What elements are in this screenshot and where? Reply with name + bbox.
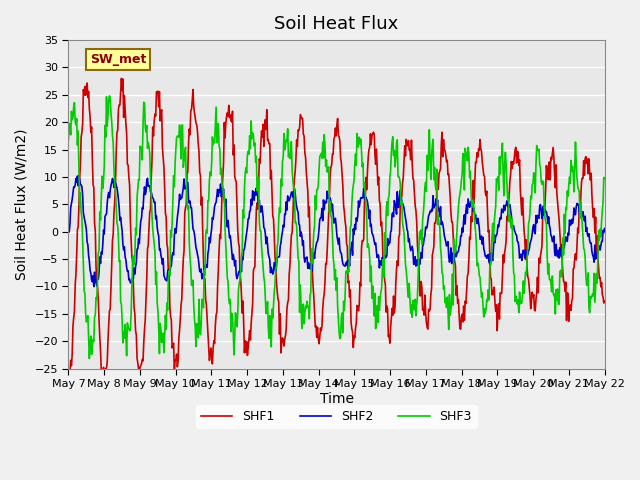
SHF3: [106, 93, 113, 99]
SHF1: [118, 75, 125, 81]
SHF2: [186, 200, 193, 206]
Title: Soil Heat Flux: Soil Heat Flux: [275, 15, 399, 33]
Line: SHF3: SHF3: [68, 96, 605, 359]
SHF3: [65, 136, 72, 142]
SHF3: [403, 277, 411, 283]
SHF1: [101, 387, 109, 393]
SHF2: [419, 243, 426, 249]
SHF2: [131, 271, 139, 277]
SHF3: [186, 239, 193, 245]
SHF1: [65, 378, 72, 384]
SHF3: [419, 217, 426, 223]
SHF1: [419, 307, 426, 313]
SHF1: [186, 126, 193, 132]
SHF2: [403, 227, 411, 232]
SHF1: [74, 225, 82, 230]
SHF1: [131, 311, 139, 317]
Line: SHF2: SHF2: [68, 175, 605, 287]
Legend: SHF1, SHF2, SHF3: SHF1, SHF2, SHF3: [196, 405, 477, 428]
SHF1: [601, 298, 609, 304]
SHF3: [601, 176, 609, 182]
SHF3: [74, 128, 82, 134]
SHF2: [90, 284, 98, 289]
SHF2: [74, 183, 82, 189]
SHF2: [65, 228, 72, 233]
SHF2: [214, 186, 221, 192]
SHF1: [403, 142, 411, 148]
Y-axis label: Soil Heat Flux (W/m2): Soil Heat Flux (W/m2): [15, 129, 29, 280]
SHF3: [214, 131, 221, 137]
Text: SW_met: SW_met: [90, 53, 147, 66]
SHF2: [601, 226, 609, 231]
SHF3: [86, 356, 93, 361]
SHF1: [214, 283, 221, 289]
SHF3: [131, 254, 139, 260]
Line: SHF1: SHF1: [68, 78, 605, 390]
SHF2: [75, 172, 83, 178]
X-axis label: Time: Time: [319, 392, 353, 406]
